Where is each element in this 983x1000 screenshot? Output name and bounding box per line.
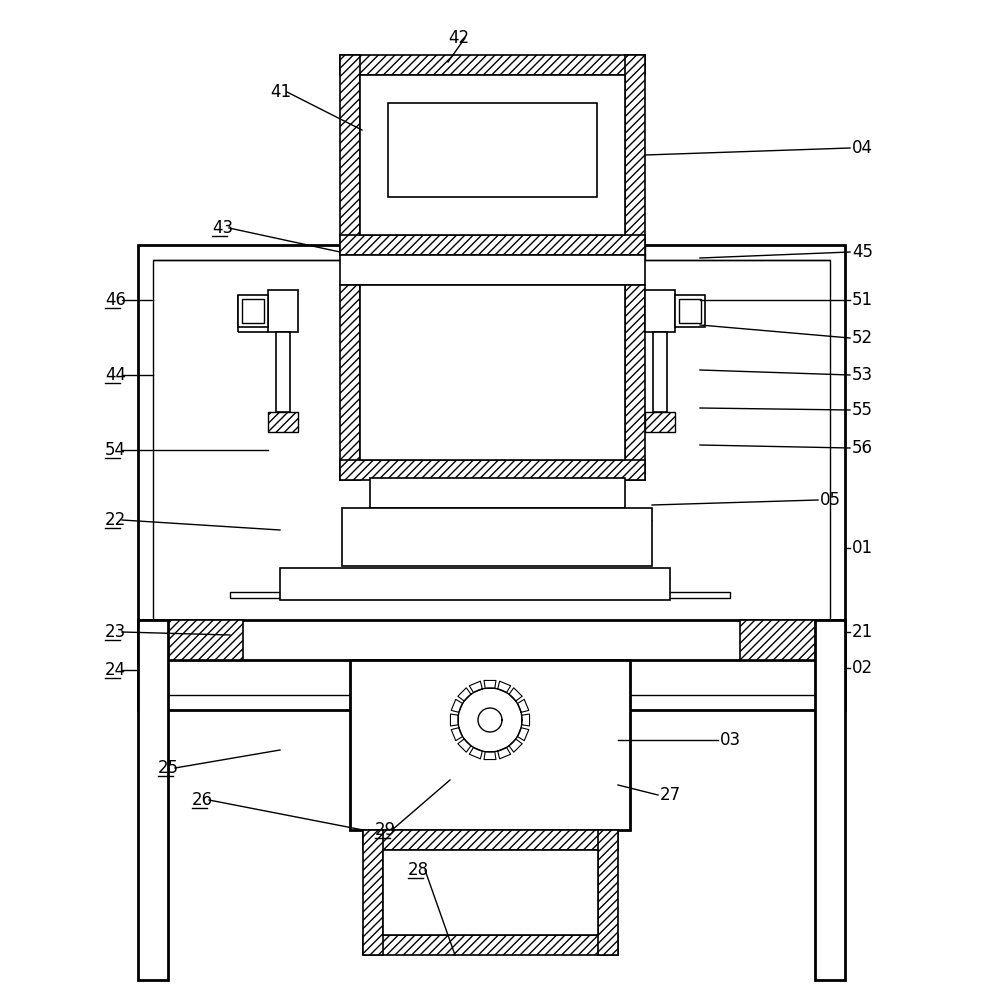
Bar <box>272 318 294 330</box>
Text: 46: 46 <box>105 291 126 309</box>
Bar <box>340 55 645 75</box>
Text: 56: 56 <box>852 439 873 457</box>
Bar <box>675 295 705 327</box>
Bar <box>360 285 625 460</box>
Bar <box>350 660 630 830</box>
Text: 45: 45 <box>852 243 873 261</box>
Bar <box>340 285 360 480</box>
Text: 55: 55 <box>852 401 873 419</box>
Text: 23: 23 <box>105 623 126 641</box>
Text: 04: 04 <box>852 139 873 157</box>
Bar <box>653 332 667 412</box>
Bar <box>363 935 618 955</box>
Text: 29: 29 <box>375 821 396 839</box>
Bar <box>238 295 268 327</box>
Bar <box>242 299 264 323</box>
Bar <box>138 245 845 710</box>
Text: 25: 25 <box>158 759 179 777</box>
Text: 51: 51 <box>852 291 873 309</box>
Bar <box>340 460 645 480</box>
Bar <box>383 850 598 935</box>
Bar <box>268 290 298 332</box>
Text: 01: 01 <box>852 539 873 557</box>
Text: 21: 21 <box>852 623 873 641</box>
Bar <box>230 592 730 598</box>
Text: 27: 27 <box>660 786 681 804</box>
Bar <box>388 103 597 197</box>
Bar <box>370 478 625 508</box>
Bar <box>276 332 290 412</box>
Bar <box>138 620 243 660</box>
Text: 24: 24 <box>105 661 126 679</box>
Text: 43: 43 <box>212 219 233 237</box>
Text: 22: 22 <box>105 511 126 529</box>
Text: 02: 02 <box>852 659 873 677</box>
Bar <box>740 620 845 660</box>
Text: 53: 53 <box>852 366 873 384</box>
Bar <box>625 285 645 480</box>
Text: 52: 52 <box>852 329 873 347</box>
Bar <box>360 75 625 235</box>
Bar <box>280 568 670 600</box>
Text: 42: 42 <box>448 29 469 47</box>
Text: 28: 28 <box>408 861 430 879</box>
Text: 44: 44 <box>105 366 126 384</box>
Bar <box>649 318 671 330</box>
Text: 26: 26 <box>192 791 213 809</box>
Bar <box>340 55 360 255</box>
Bar <box>625 55 645 255</box>
Bar <box>363 830 383 955</box>
Bar <box>138 620 168 980</box>
Bar <box>138 620 845 660</box>
Text: 41: 41 <box>270 83 291 101</box>
Bar <box>340 235 645 255</box>
Bar <box>815 620 845 980</box>
Bar <box>645 290 675 332</box>
Text: 54: 54 <box>105 441 126 459</box>
Bar <box>268 412 298 432</box>
Bar <box>153 260 830 695</box>
Text: 05: 05 <box>820 491 841 509</box>
Bar <box>363 830 618 850</box>
Bar <box>340 255 645 285</box>
Bar <box>342 508 652 566</box>
Text: 03: 03 <box>720 731 741 749</box>
Bar <box>645 412 675 432</box>
Bar <box>679 299 701 323</box>
Bar <box>598 830 618 955</box>
